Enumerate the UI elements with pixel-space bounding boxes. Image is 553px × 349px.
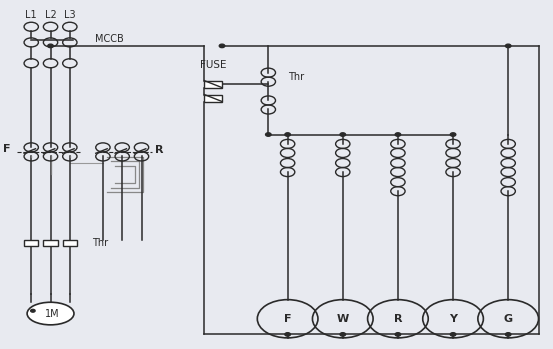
Circle shape bbox=[219, 44, 225, 47]
Circle shape bbox=[30, 309, 35, 312]
Text: FUSE: FUSE bbox=[200, 60, 226, 70]
Circle shape bbox=[395, 333, 401, 336]
Ellipse shape bbox=[27, 302, 74, 325]
Text: W: W bbox=[337, 314, 349, 324]
Text: Thr: Thr bbox=[92, 238, 108, 248]
Text: 1M: 1M bbox=[45, 309, 60, 319]
Circle shape bbox=[395, 133, 401, 136]
Circle shape bbox=[340, 133, 346, 136]
Text: L3: L3 bbox=[64, 10, 76, 20]
Circle shape bbox=[450, 133, 456, 136]
Circle shape bbox=[505, 44, 511, 47]
Circle shape bbox=[340, 333, 346, 336]
Circle shape bbox=[48, 44, 53, 47]
Text: MCCB: MCCB bbox=[95, 34, 123, 44]
Bar bbox=[43, 240, 58, 246]
Circle shape bbox=[505, 333, 511, 336]
Text: F: F bbox=[284, 314, 291, 324]
Circle shape bbox=[285, 133, 290, 136]
Text: L2: L2 bbox=[45, 10, 56, 20]
Text: F: F bbox=[3, 144, 11, 154]
Bar bbox=[24, 240, 38, 246]
Text: R: R bbox=[155, 145, 164, 155]
Text: Y: Y bbox=[449, 314, 457, 324]
Bar bbox=[205, 81, 222, 88]
Text: Thr: Thr bbox=[288, 72, 304, 82]
Text: L1: L1 bbox=[25, 10, 37, 20]
Circle shape bbox=[285, 333, 290, 336]
Bar bbox=[62, 240, 77, 246]
Bar bbox=[205, 95, 222, 102]
Text: R: R bbox=[394, 314, 402, 324]
Circle shape bbox=[265, 133, 271, 136]
Text: G: G bbox=[504, 314, 513, 324]
Circle shape bbox=[450, 333, 456, 336]
